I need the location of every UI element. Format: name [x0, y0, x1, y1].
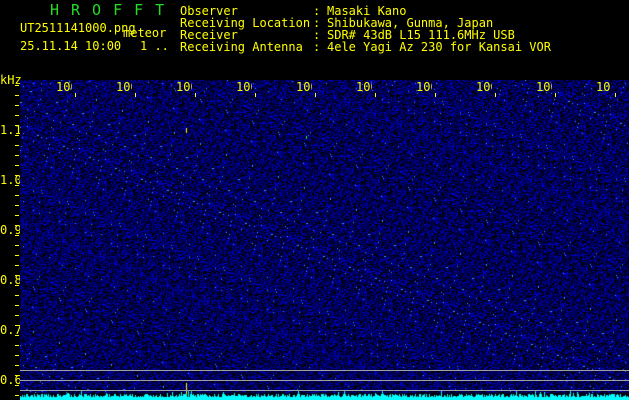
x-tick [555, 93, 556, 97]
y-tick [15, 205, 19, 206]
y-tick [15, 265, 19, 266]
mode-label: meteor [123, 26, 167, 40]
x-tick-label: 1003 [176, 81, 192, 93]
x-tick [195, 93, 196, 97]
x-tick [75, 93, 76, 97]
info-value: SDR# 43dB L15 111.6MHz USB [327, 28, 515, 42]
y-tick [15, 175, 19, 176]
spectrogram-canvas [20, 80, 629, 400]
y-tick [15, 295, 19, 296]
y-tick-label: 0.6 [0, 373, 22, 387]
y-tick [15, 285, 19, 286]
y-tick [15, 235, 19, 236]
y-tick [15, 255, 19, 256]
y-tick-label: 0.7 [0, 323, 22, 337]
y-tick [15, 365, 19, 366]
x-tick-label: 1006 [356, 81, 372, 93]
x-tick [255, 93, 256, 97]
y-tick-label: 1.0 [0, 173, 22, 187]
info-value: Masaki Kano [327, 4, 407, 18]
x-tick [315, 93, 316, 97]
y-tick [15, 85, 19, 86]
info-label: Observer [180, 4, 238, 18]
info-value: 4ele Yagi Az 230 for Kansai VOR [327, 40, 551, 54]
info-sep: : [313, 40, 321, 54]
y-tick [15, 145, 19, 146]
y-tick [15, 125, 19, 126]
x-tick-label: 1007 [416, 81, 432, 93]
y-tick [15, 355, 19, 356]
y-tick [15, 155, 19, 156]
x-tick-label: 1009 [536, 81, 552, 93]
info-sep: : [313, 4, 321, 18]
y-tick [15, 315, 19, 316]
x-tick [135, 93, 136, 97]
x-tick [435, 93, 436, 97]
x-tick-label: 1005 [296, 81, 312, 93]
datetime: 25.11.14 10:00 [20, 39, 122, 53]
x-tick [615, 93, 616, 97]
y-tick [15, 375, 19, 376]
x-tick [495, 93, 496, 97]
info-sep: : [313, 28, 321, 42]
x-tick-label: 1001 [56, 81, 72, 93]
y-tick [15, 305, 19, 306]
y-tick [15, 95, 19, 96]
info-label: Receiving Location [180, 16, 311, 30]
y-tick [15, 335, 19, 336]
y-tick [15, 215, 19, 216]
y-tick [15, 245, 19, 246]
filename: UT2511141000.png [20, 21, 136, 35]
marker-line [20, 390, 629, 391]
x-tick [375, 93, 376, 97]
y-tick [15, 275, 19, 276]
info-label: Receiving Antenna [180, 40, 303, 54]
x-tick-label: 1008 [476, 81, 492, 93]
x-tick-label: 1002 [116, 81, 132, 93]
marker-line [20, 370, 629, 371]
y-tick [15, 105, 19, 106]
y-tick [15, 385, 19, 386]
info-sep: : [313, 16, 321, 30]
app-title: HROFFT [50, 1, 177, 19]
y-tick [15, 325, 19, 326]
y-tick [15, 135, 19, 136]
count: 1 .. [140, 39, 169, 53]
y-tick [15, 395, 19, 396]
y-tick-label: 1.1 [0, 123, 22, 137]
y-tick [15, 115, 19, 116]
y-tick [15, 195, 19, 196]
y-tick [15, 345, 19, 346]
y-tick-label: 0.9 [0, 223, 22, 237]
y-tick [15, 225, 19, 226]
info-label: Receiver [180, 28, 238, 42]
y-unit-label: kHz [0, 73, 22, 87]
y-tick [15, 165, 19, 166]
x-tick-label: 1004 [236, 81, 252, 93]
info-value: Shibukawa, Gunma, Japan [327, 16, 494, 30]
y-tick-label: 0.8 [0, 273, 22, 287]
marker-line [20, 380, 629, 381]
y-tick [15, 185, 19, 186]
